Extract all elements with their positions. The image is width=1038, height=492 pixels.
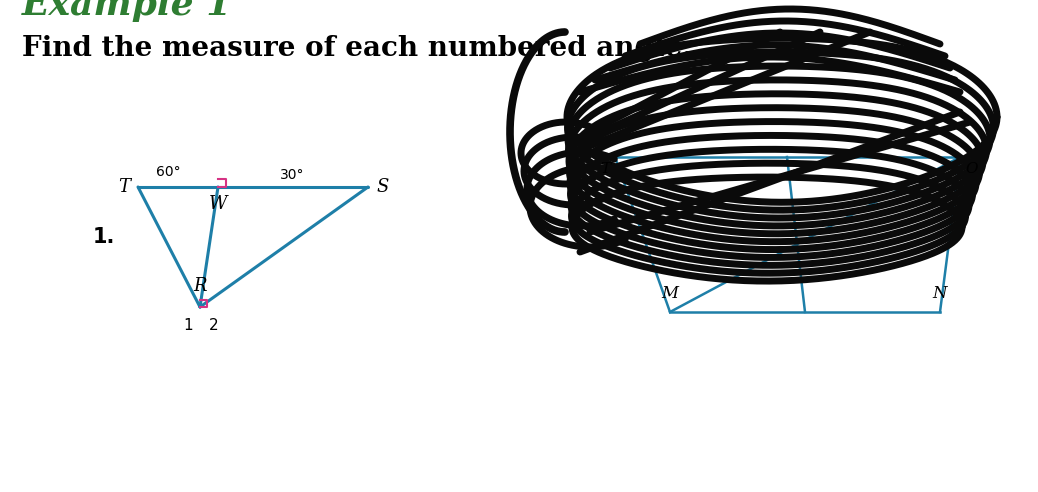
Text: O: O (965, 162, 978, 176)
Text: 1: 1 (183, 317, 193, 333)
Text: 30°: 30° (280, 168, 304, 182)
Text: W: W (209, 195, 227, 213)
Text: M: M (661, 285, 679, 302)
Text: N: N (933, 285, 948, 302)
Text: T: T (118, 178, 130, 196)
Text: 1.: 1. (93, 227, 115, 247)
Text: Find the measure of each numbered angle.: Find the measure of each numbered angle. (22, 35, 692, 62)
Text: Example 1: Example 1 (22, 0, 233, 22)
Text: 60°: 60° (156, 165, 181, 179)
Text: R: R (193, 277, 207, 295)
Text: 2: 2 (210, 317, 219, 333)
Text: T: T (600, 162, 610, 176)
Text: S: S (376, 178, 388, 196)
